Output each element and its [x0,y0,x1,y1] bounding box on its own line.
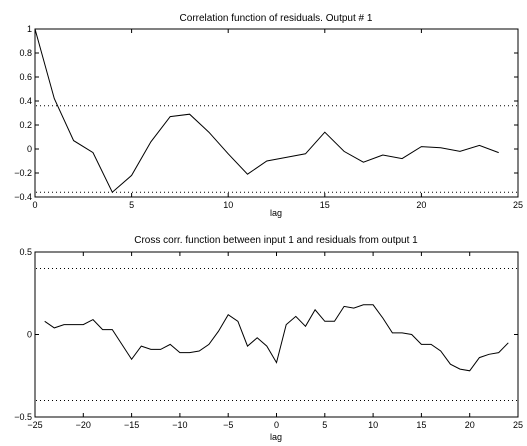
autocorrelation-x-tick-label: 20 [416,200,426,210]
autocorrelation-y-tick-label: −0.4 [14,192,32,202]
autocorrelation-y-tick-label: −0.2 [14,168,32,178]
cross-correlation-x-tick-label: 5 [322,420,327,430]
autocorrelation-x-tick-label: 5 [129,200,134,210]
cross-correlation-x-tick-label: 15 [416,420,426,430]
cross-correlation-y-tick-label: 0 [27,330,32,340]
cross-correlation-x-tick-label: −10 [172,420,187,430]
cross-correlation-series-line [44,304,509,372]
autocorrelation-axes-frame [34,28,519,198]
cross-correlation-x-tick-label: −20 [76,420,91,430]
cross-correlation-x-tick-label: −25 [27,420,42,430]
cross-correlation-x-tick-label: −15 [124,420,139,430]
autocorrelation-y-tick-label: 1 [27,24,32,34]
autocorrelation-y-tick-label: 0.6 [19,72,32,82]
autocorrelation-y-tick-label: 0 [27,144,32,154]
cross-correlation-y-tick-label: −0.5 [14,412,32,422]
autocorrelation-title: Correlation function of residuals. Outpu… [180,13,373,24]
autocorrelation-series-line [34,28,499,194]
autocorrelation-panel: Correlation function of residuals. Outpu… [14,13,523,218]
autocorrelation-x-tick-label: 15 [320,200,330,210]
cross-correlation-x-axis-label: lag [270,432,282,442]
autocorrelation-x-axis-label: lag [270,208,282,218]
cross-correlation-y-tick-label: 0.5 [19,247,32,257]
cross-correlation-x-tick-label: 0 [274,420,279,430]
cross-correlation-x-tick-label: 25 [513,420,523,430]
cross-correlation-panel: Cross corr. function between input 1 and… [14,235,523,442]
autocorrelation-x-tick-label: 0 [32,200,37,210]
autocorrelation-x-tick-label: 25 [513,200,523,210]
cross-correlation-x-tick-label: 10 [368,420,378,430]
autocorrelation-y-tick-label: 0.8 [19,48,32,58]
autocorrelation-y-tick-label: 0.4 [19,96,32,106]
autocorrelation-x-tick-label: 10 [223,200,233,210]
cross-correlation-x-tick-label: 20 [465,420,475,430]
cross-correlation-x-tick-label: −5 [223,420,233,430]
cross-correlation-axes-frame [34,251,519,418]
autocorrelation-y-tick-label: 0.2 [19,120,32,130]
cross-correlation-title: Cross corr. function between input 1 and… [134,235,418,246]
